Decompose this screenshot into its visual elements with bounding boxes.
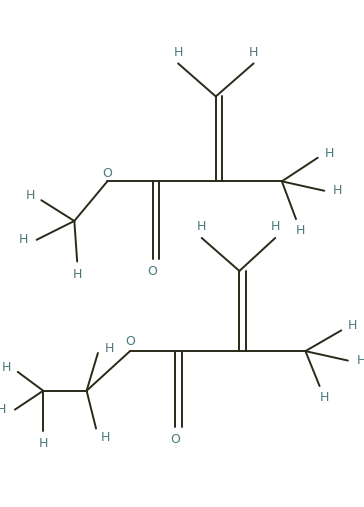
Text: H: H — [197, 220, 206, 233]
Text: H: H — [104, 342, 114, 355]
Text: H: H — [270, 220, 280, 233]
Text: O: O — [125, 335, 135, 348]
Text: H: H — [101, 431, 110, 445]
Text: H: H — [333, 184, 342, 197]
Text: H: H — [72, 268, 82, 281]
Text: H: H — [296, 224, 305, 237]
Text: H: H — [0, 403, 7, 416]
Text: H: H — [348, 319, 357, 332]
Text: H: H — [2, 360, 11, 374]
Text: H: H — [173, 46, 183, 59]
Text: O: O — [148, 265, 158, 278]
Text: O: O — [102, 167, 112, 180]
Text: H: H — [356, 354, 364, 367]
Text: H: H — [19, 233, 28, 246]
Text: H: H — [249, 46, 258, 59]
Text: H: H — [324, 147, 334, 160]
Text: H: H — [39, 437, 48, 450]
Text: H: H — [25, 189, 35, 202]
Text: H: H — [320, 391, 329, 404]
Text: O: O — [170, 433, 180, 446]
